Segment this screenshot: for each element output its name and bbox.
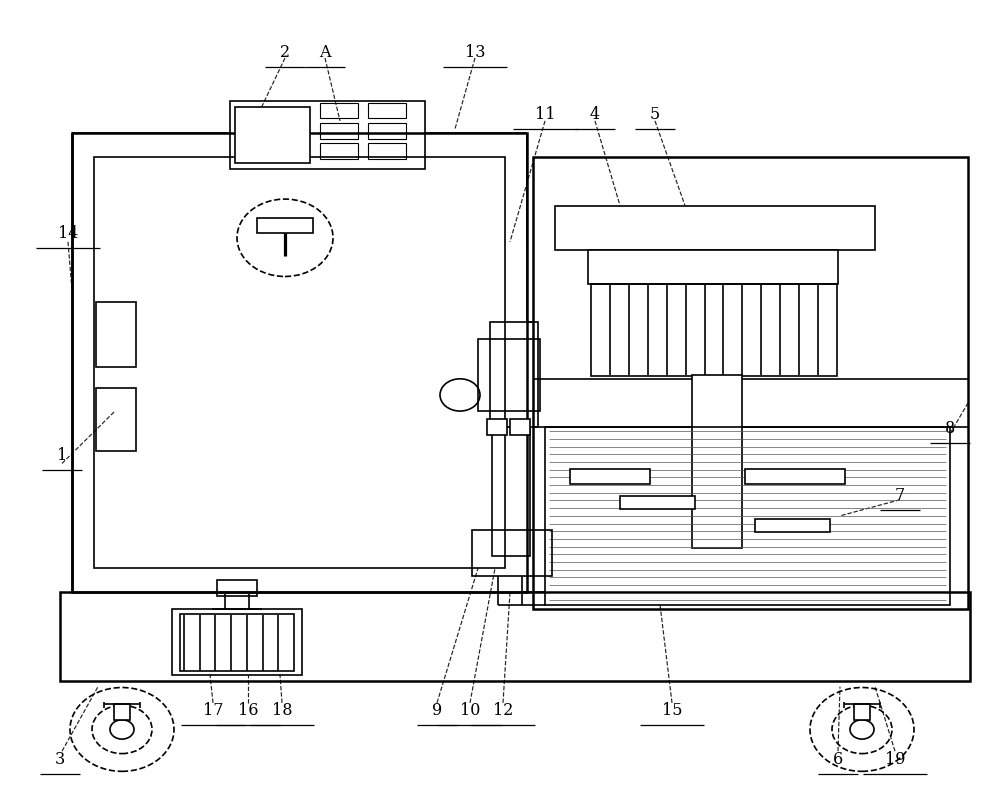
Text: A: A bbox=[319, 44, 331, 61]
Bar bbox=[487, 419, 507, 435]
Text: 15: 15 bbox=[662, 702, 682, 720]
Bar bbox=[96, 388, 136, 451]
Bar bbox=[692, 375, 742, 548]
Bar bbox=[114, 704, 130, 720]
Bar bbox=[172, 609, 302, 675]
Text: 13: 13 bbox=[465, 44, 485, 61]
Bar bbox=[570, 469, 650, 484]
Bar bbox=[320, 103, 358, 118]
Bar bbox=[533, 157, 968, 609]
Bar bbox=[545, 427, 950, 604]
Text: 17: 17 bbox=[203, 702, 223, 720]
Text: 5: 5 bbox=[650, 106, 660, 123]
Text: 12: 12 bbox=[493, 702, 513, 720]
Bar bbox=[96, 302, 136, 367]
Bar bbox=[235, 107, 310, 163]
Bar bbox=[620, 496, 695, 509]
Text: 6: 6 bbox=[833, 750, 843, 768]
Bar bbox=[180, 614, 294, 671]
Bar bbox=[368, 143, 406, 159]
Bar bbox=[257, 218, 313, 233]
Bar bbox=[472, 530, 552, 576]
Circle shape bbox=[110, 720, 134, 739]
Text: 16: 16 bbox=[238, 702, 258, 720]
Bar bbox=[555, 206, 875, 250]
Bar bbox=[60, 592, 970, 681]
Circle shape bbox=[850, 720, 874, 739]
Bar bbox=[72, 133, 527, 592]
Bar bbox=[492, 427, 530, 556]
Text: 3: 3 bbox=[55, 750, 65, 768]
Bar bbox=[368, 103, 406, 118]
Bar bbox=[230, 101, 425, 169]
Bar bbox=[510, 419, 530, 435]
Bar bbox=[854, 704, 870, 720]
Bar bbox=[755, 519, 830, 532]
Text: 14: 14 bbox=[58, 225, 78, 243]
Bar bbox=[478, 339, 540, 411]
Text: 18: 18 bbox=[272, 702, 292, 720]
Text: 4: 4 bbox=[590, 106, 600, 123]
Bar bbox=[320, 143, 358, 159]
Text: 19: 19 bbox=[885, 750, 905, 768]
Bar bbox=[745, 469, 845, 484]
Bar bbox=[591, 284, 837, 376]
Text: 10: 10 bbox=[460, 702, 480, 720]
Text: 1: 1 bbox=[57, 447, 67, 464]
Text: 8: 8 bbox=[945, 420, 955, 438]
Text: 11: 11 bbox=[535, 106, 555, 123]
Text: 9: 9 bbox=[432, 702, 442, 720]
Bar bbox=[94, 157, 505, 568]
Text: 7: 7 bbox=[895, 487, 905, 505]
Bar bbox=[217, 580, 257, 596]
Text: 2: 2 bbox=[280, 44, 290, 61]
Bar bbox=[490, 322, 538, 427]
Bar bbox=[368, 123, 406, 139]
Bar bbox=[588, 250, 838, 284]
Bar bbox=[320, 123, 358, 139]
